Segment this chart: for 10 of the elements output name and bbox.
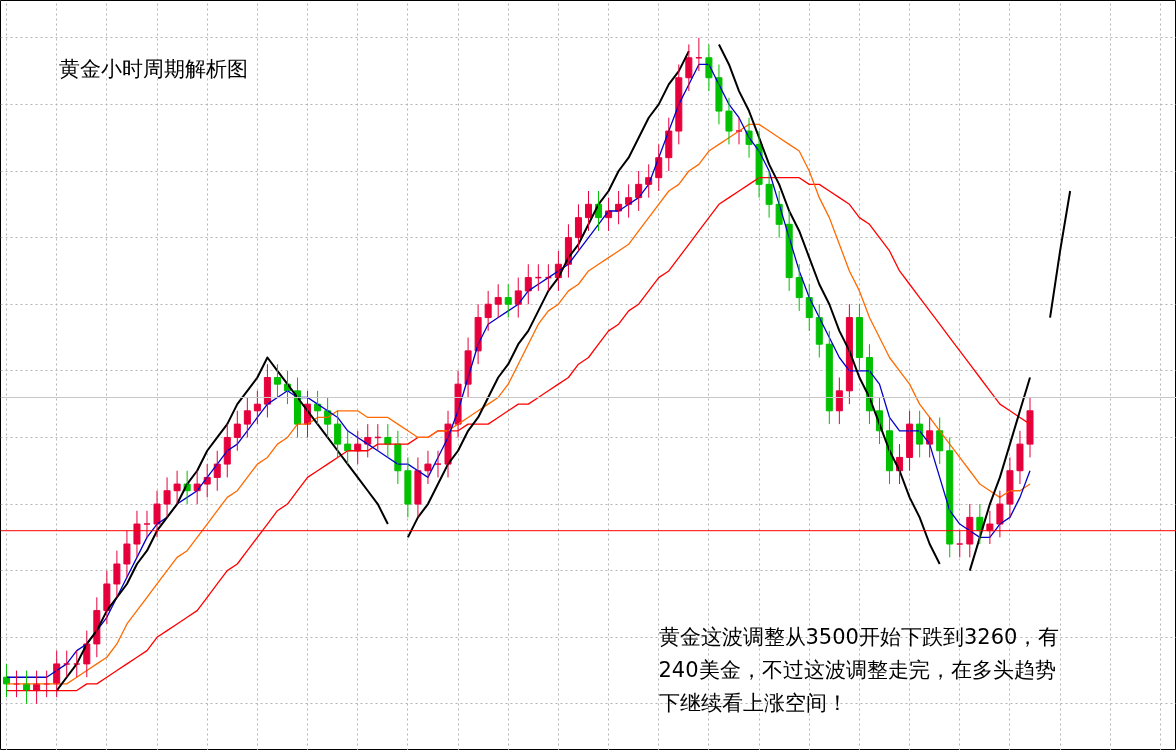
candlestick: [494, 283, 502, 319]
candlestick: [685, 43, 693, 92]
candlestick: [273, 363, 281, 398]
text: 黄金小时周期解析图: [58, 56, 248, 81]
candlestick: [334, 410, 342, 458]
candlestick: [504, 283, 512, 319]
candlestick: [484, 290, 492, 332]
annotation: 黄金这波调整从3500开始下跌到3260，有240美金，不过这波调整走完，在多头趋势下继续看上涨空间！: [658, 624, 1060, 715]
candlestick: [243, 396, 251, 438]
candlestick: [956, 530, 964, 558]
